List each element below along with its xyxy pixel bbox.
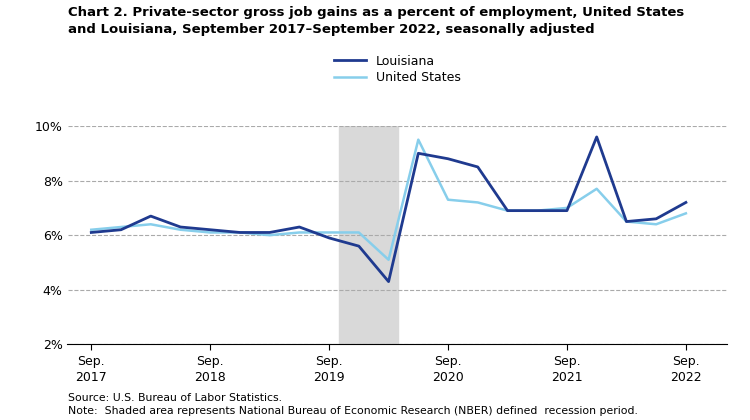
Text: Source: U.S. Bureau of Labor Statistics.
Note:  Shaded area represents National : Source: U.S. Bureau of Labor Statistics.… [68,393,638,416]
Bar [339,126,398,344]
Text: Chart 2. Private-sector gross job gains as a percent of employment, United State: Chart 2. Private-sector gross job gains … [68,6,684,36]
Legend: Louisiana, United States: Louisiana, United States [329,50,466,89]
